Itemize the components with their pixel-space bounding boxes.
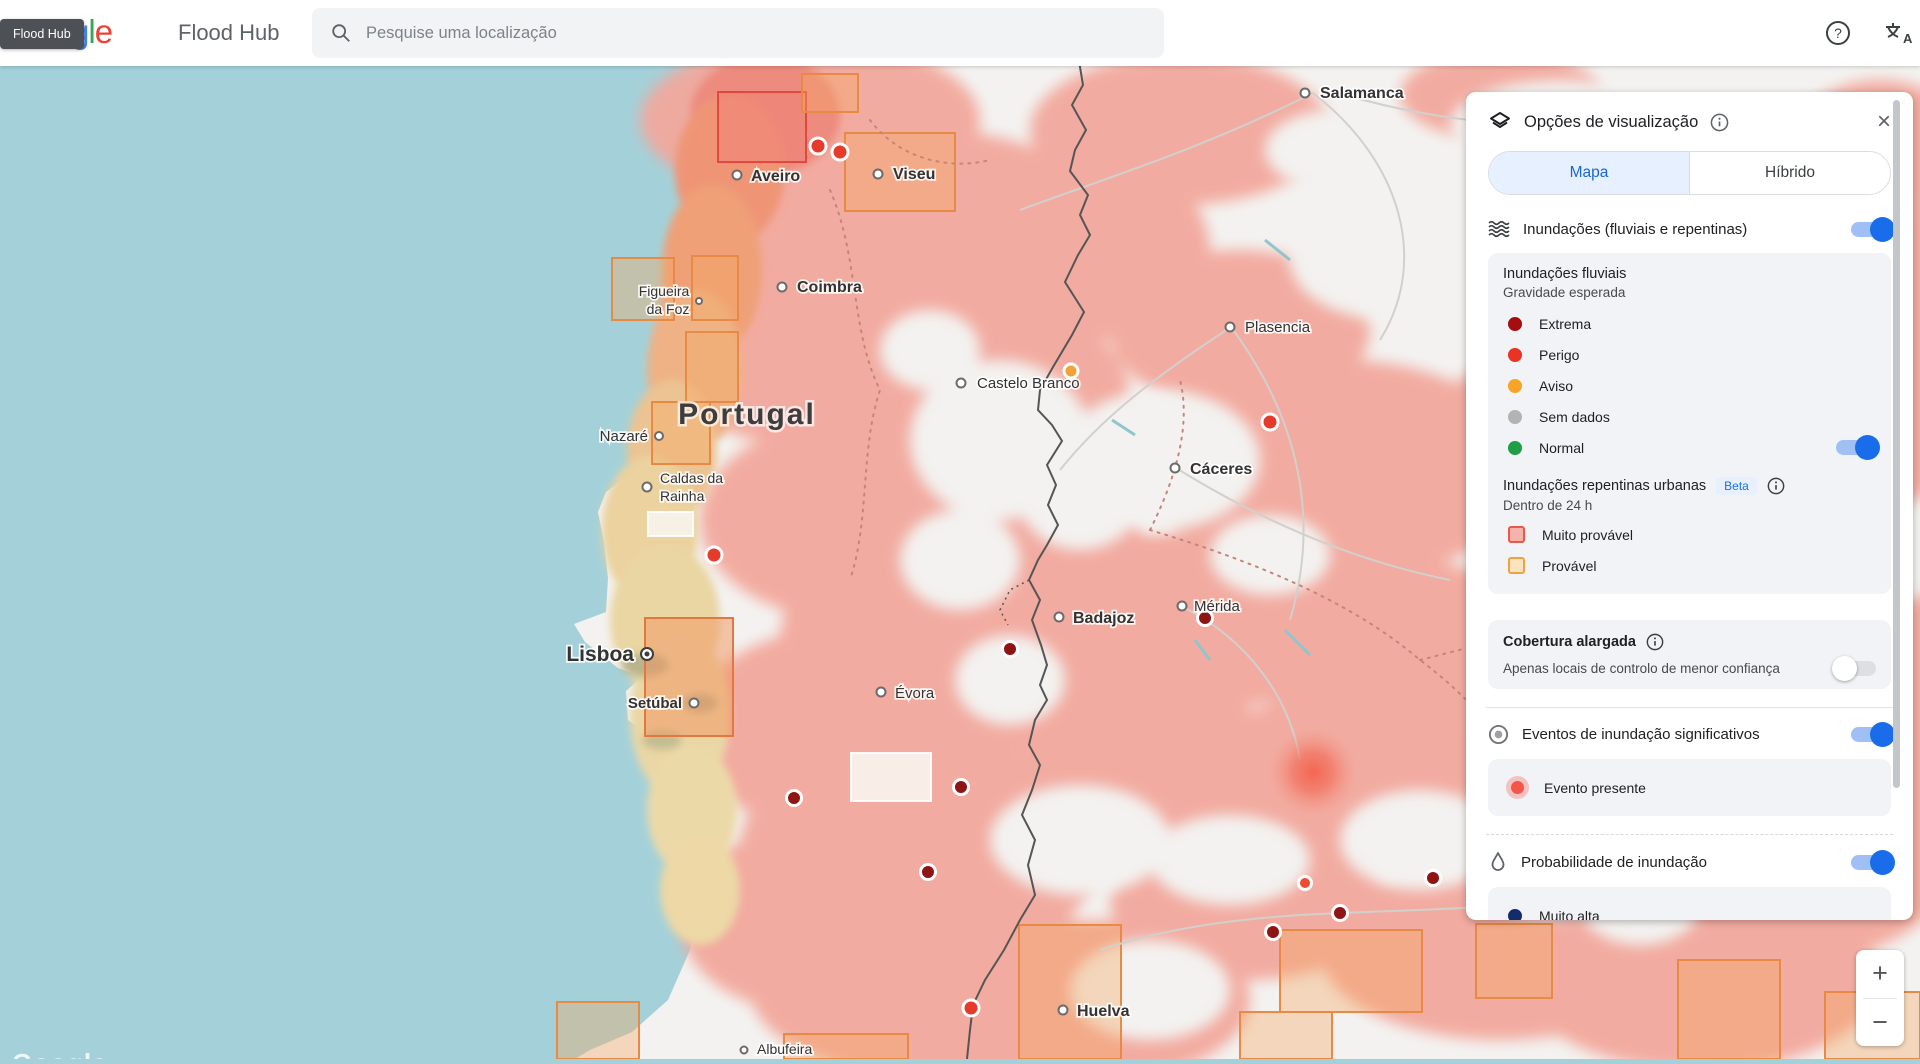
coverage-title: Cobertura alargada [1503, 634, 1636, 650]
map-label-aveiro: Aveiro [751, 168, 800, 185]
top-header: gle Flood Hub Flood Hub ? A [0, 0, 1920, 66]
tab-hibrido[interactable]: Híbrido [1689, 152, 1890, 194]
normal-label: Normal [1539, 440, 1819, 456]
layers-icon [1488, 110, 1512, 134]
map-label-caldas-2: Rainha [660, 488, 705, 504]
extrema-dot [1508, 317, 1522, 331]
map-label-figueira-2: da Foz [647, 301, 690, 317]
legend-row-extrema: Extrema [1503, 308, 1876, 339]
tab-mapa[interactable]: Mapa [1489, 152, 1689, 194]
legend-row-perigo: Perigo [1503, 339, 1876, 370]
coverage-toggle[interactable] [1836, 661, 1876, 676]
section-divider-2 [1486, 834, 1893, 835]
map-label-caldas-1: Caldas da [660, 470, 723, 486]
translate-icon[interactable]: A [1884, 19, 1912, 47]
fluvial-subtitle: Gravidade esperada [1503, 285, 1876, 300]
info-icon[interactable] [1710, 113, 1729, 132]
urban-info-icon[interactable] [1767, 477, 1785, 495]
map-label-portugal: Portugal [678, 398, 816, 431]
probability-toggle[interactable] [1851, 855, 1891, 870]
app-title: Flood Hub [178, 20, 280, 46]
zoom-in-button[interactable]: + [1856, 950, 1904, 998]
panel-scrollbar[interactable] [1893, 100, 1900, 788]
normal-dot [1508, 441, 1522, 455]
search-icon [330, 22, 352, 44]
perigo-label: Perigo [1539, 347, 1876, 363]
perigo-dot [1508, 348, 1522, 362]
map-label-coimbra: Coimbra [797, 279, 862, 296]
map-type-tabs: Mapa Híbrido [1488, 151, 1891, 195]
help-icon[interactable]: ? [1824, 19, 1852, 47]
section-divider-1 [1486, 707, 1893, 708]
map-zoom-control: + − [1856, 950, 1904, 1046]
muito-alta-dot [1508, 909, 1522, 921]
map-label-nazare: Nazaré [600, 428, 648, 445]
legend-row-normal: Normal [1503, 432, 1876, 463]
muito-alta-label: Muito alta [1539, 908, 1876, 921]
events-legend-box: Evento presente [1488, 759, 1891, 816]
map-label-albufeira: Albufeira [757, 1041, 812, 1057]
close-icon[interactable]: × [1877, 112, 1891, 132]
probability-title: Probabilidade de inundação [1521, 854, 1838, 871]
map-label-castelo-branco: Castelo Branco [977, 375, 1080, 392]
significant-events-icon [1488, 724, 1509, 745]
map-label-viseu: Viseu [893, 166, 935, 183]
sem-dados-dot [1508, 410, 1522, 424]
waves-icon [1488, 219, 1510, 239]
urban-subtitle: Dentro de 24 h [1503, 498, 1876, 513]
urban-flash-title: Inundações repentinas urbanas [1503, 478, 1706, 494]
muito-provavel-label: Muito provável [1542, 527, 1876, 543]
svg-text:A: A [1903, 31, 1912, 46]
fluvial-title: Inundações fluviais [1503, 266, 1876, 282]
sem-dados-label: Sem dados [1539, 409, 1876, 425]
map-label-figueira-1: Figueira [639, 283, 690, 299]
map-label-salamanca: Salamanca [1320, 85, 1404, 102]
evento-presente-label: Evento presente [1544, 780, 1876, 796]
flood-layer-toggle[interactable] [1851, 222, 1891, 237]
visualization-options-panel: Opções de visualização × Mapa Híbrido In… [1466, 92, 1913, 920]
search-input[interactable] [366, 24, 1146, 43]
flood-hub-tooltip: Flood Hub [0, 19, 84, 49]
google-watermark: Google [12, 1048, 108, 1059]
map-label-caceres: Cáceres [1190, 461, 1252, 478]
events-title: Eventos de inundação significativos [1522, 726, 1838, 743]
coverage-box: Cobertura alargada Apenas locais de cont… [1488, 620, 1891, 689]
legend-row-provavel: Provável [1503, 550, 1876, 581]
coverage-info-icon[interactable] [1646, 633, 1664, 651]
svg-text:?: ? [1834, 25, 1842, 41]
map-label-evora: Évora [895, 685, 935, 702]
provavel-swatch [1508, 557, 1525, 574]
map-label-huelva: Huelva [1077, 1003, 1130, 1020]
beta-badge: Beta [1716, 477, 1757, 495]
legend-row-sem-dados: Sem dados [1503, 401, 1876, 432]
flood-legend-box: Inundações fluviais Gravidade esperada E… [1488, 253, 1891, 594]
evento-presente-dot [1511, 781, 1524, 794]
legend-row-evento-presente: Evento presente [1503, 772, 1876, 803]
droplet-icon [1488, 851, 1508, 873]
coverage-subtitle: Apenas locais de controlo de menor confi… [1503, 661, 1824, 676]
present-event-halo[interactable] [1269, 728, 1357, 816]
events-toggle[interactable] [1851, 727, 1891, 742]
legend-row-muito-alta: Muito alta [1503, 900, 1876, 920]
map-label-badajoz: Badajoz [1073, 610, 1134, 627]
panel-title: Opções de visualização [1524, 113, 1698, 132]
extrema-label: Extrema [1539, 316, 1876, 332]
provavel-label: Provável [1542, 558, 1876, 574]
search-box[interactable] [312, 8, 1164, 58]
flood-layer-title: Inundações (fluviais e repentinas) [1523, 221, 1838, 238]
muito-provavel-swatch [1508, 526, 1525, 543]
map-label-merida: Mérida [1194, 598, 1241, 615]
aviso-dot [1508, 379, 1522, 393]
map-label-setubal: Setúbal [628, 695, 682, 712]
normal-toggle[interactable] [1836, 440, 1876, 455]
probability-legend-box: Muito alta [1488, 887, 1891, 920]
lisboa-marker [641, 648, 653, 660]
legend-row-aviso: Aviso [1503, 370, 1876, 401]
zoom-out-button[interactable]: − [1856, 999, 1904, 1047]
map-label-lisboa: Lisboa [566, 643, 634, 666]
legend-row-muito-provavel: Muito provável [1503, 519, 1876, 550]
aviso-label: Aviso [1539, 378, 1876, 394]
map-label-plasencia: Plasencia [1245, 319, 1311, 336]
